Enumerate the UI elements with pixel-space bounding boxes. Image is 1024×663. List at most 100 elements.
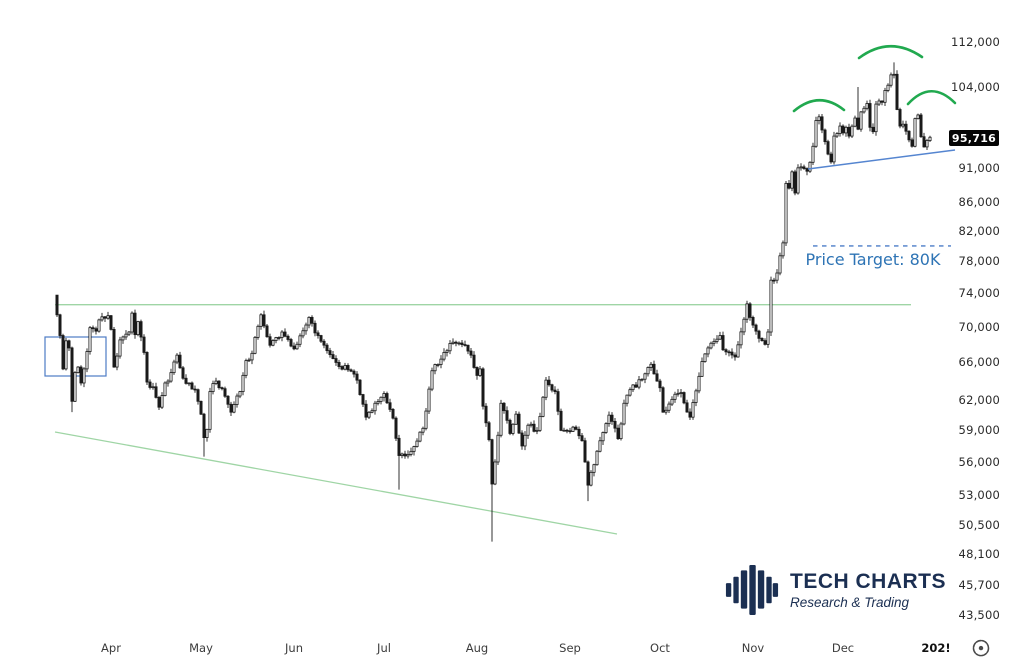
candle-body (820, 116, 824, 131)
candle-body (673, 393, 677, 400)
candle-body (175, 354, 179, 363)
candle-body (199, 400, 203, 415)
right-shoulder-arc[interactable] (906, 89, 957, 106)
candle-body (265, 325, 269, 338)
candle-body (883, 90, 887, 103)
time-axis-label: Sep (559, 641, 581, 655)
candle-body (502, 402, 506, 412)
candle-body (574, 426, 578, 430)
candle-body (382, 393, 386, 398)
left-shoulder-arc[interactable] (792, 98, 846, 113)
candle-body (844, 126, 848, 134)
logo-subtitle: Research & Trading (790, 595, 910, 610)
candle-body (745, 303, 749, 320)
candle-body (697, 375, 701, 392)
falling-trendline[interactable] (54, 431, 618, 535)
candle-body (589, 471, 593, 486)
candle-body (868, 103, 872, 128)
candle-body (631, 384, 635, 391)
candle-body (436, 364, 440, 366)
candle-body (754, 324, 758, 332)
candle-body (352, 370, 356, 375)
candle-body (307, 316, 311, 326)
candle-body (622, 402, 626, 425)
time-axis-label: Jul (377, 641, 391, 655)
candle-body (646, 367, 650, 375)
candle-body (865, 103, 869, 109)
candle-body (598, 440, 602, 452)
candle-body (427, 388, 431, 412)
candle-body (562, 429, 566, 432)
candle-body (397, 437, 401, 456)
candle-body (472, 354, 476, 368)
consolidation-box[interactable] (44, 336, 107, 377)
candle-body (58, 314, 62, 336)
techcharts-logo: TECH CHARTS Research & Trading (724, 565, 946, 615)
candle-body (664, 409, 668, 413)
candle-body (379, 396, 383, 402)
price-axis-label: 48,100 (958, 547, 1000, 562)
candle-body (241, 374, 245, 392)
candle-body (925, 140, 929, 148)
candle-body (838, 125, 842, 134)
candle-body (442, 352, 446, 360)
candle-body (529, 423, 533, 426)
price-target-label[interactable]: Price Target: 80K (805, 250, 941, 269)
candle-body (154, 386, 158, 398)
candle-body (583, 440, 587, 463)
candle-body (403, 453, 407, 457)
candle-body (256, 325, 260, 338)
candle-body (892, 73, 896, 76)
candle-body (76, 366, 80, 374)
candle-body (130, 312, 134, 333)
candle-body (694, 390, 698, 403)
candle-body (469, 350, 473, 356)
candle-body (355, 373, 359, 381)
candle-body (601, 432, 605, 442)
price-axis-label: 62,000 (958, 393, 1000, 408)
candle-body (565, 429, 569, 432)
candle-body (55, 294, 59, 316)
candle-body (544, 379, 548, 398)
candle-body (532, 423, 536, 432)
candle-body (112, 329, 116, 368)
candle-body (802, 166, 806, 169)
settings-gear-icon[interactable] (969, 638, 993, 660)
candle-body (856, 117, 860, 130)
candle-body (811, 145, 815, 163)
candle-body (445, 350, 449, 353)
candle-body (319, 335, 323, 342)
head-arc[interactable] (857, 45, 924, 60)
candle-body (919, 114, 923, 138)
candle-body (916, 114, 920, 120)
candle-body (418, 431, 422, 442)
candle-body (166, 380, 170, 384)
candle-body (823, 129, 827, 143)
candle-body (181, 367, 185, 379)
candle-body (277, 337, 281, 339)
logo-title: TECH CHARTS (790, 570, 946, 593)
candle-body (310, 316, 314, 324)
candle-body (301, 330, 305, 337)
price-axis-label: 56,000 (958, 454, 1000, 469)
candle-body (91, 327, 95, 330)
candle-body (535, 429, 539, 432)
candle-body (481, 368, 485, 407)
candle-body (460, 342, 464, 345)
neckline-trendline[interactable] (807, 149, 956, 170)
candle-body (658, 380, 662, 389)
candle-body (667, 403, 671, 411)
candle-body (913, 118, 917, 147)
candle-body (679, 392, 683, 394)
candle-body (115, 355, 119, 368)
candle-body (136, 321, 140, 336)
candle-body (718, 335, 722, 340)
last-price-value: 95,716 (951, 131, 997, 145)
candle-body (451, 341, 455, 344)
candle-body (889, 74, 893, 86)
candle-body (682, 392, 686, 404)
candle-body (511, 423, 515, 434)
candle-body (676, 392, 680, 395)
